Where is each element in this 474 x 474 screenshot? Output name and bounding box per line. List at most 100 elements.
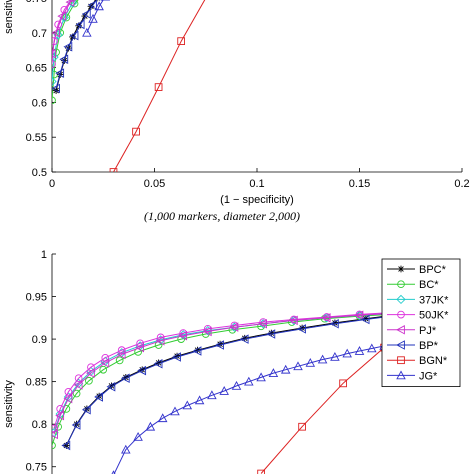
data-point <box>256 372 266 382</box>
series-bc <box>52 308 436 450</box>
series-bp <box>52 0 104 94</box>
data-point <box>194 395 205 405</box>
data-point <box>63 393 73 404</box>
data-point <box>64 387 73 396</box>
data-point <box>172 352 181 362</box>
data-point <box>339 379 347 388</box>
data-point <box>137 365 147 376</box>
data-point <box>298 324 306 332</box>
data-point <box>121 444 131 454</box>
data-point <box>267 329 275 337</box>
data-point <box>215 340 224 350</box>
data-point <box>100 358 110 368</box>
data-point <box>95 392 103 400</box>
data-point <box>120 373 130 383</box>
legend-marker <box>396 325 405 335</box>
data-point <box>297 324 306 334</box>
x-tick-label: 0.1 <box>249 178 264 190</box>
legend-label: 37JK* <box>419 294 449 306</box>
legend-item: PJ* <box>387 325 437 337</box>
x-tick-label: 0.2 <box>454 178 469 190</box>
y-tick-label: 0.95 <box>26 292 47 304</box>
data-point <box>170 406 180 416</box>
data-point <box>52 429 58 440</box>
data-point <box>182 400 193 410</box>
data-point <box>153 359 163 369</box>
data-point <box>109 168 118 172</box>
legend-item: 50JK* <box>387 310 449 322</box>
data-point <box>52 60 56 68</box>
data-point <box>244 376 254 386</box>
data-point <box>154 83 163 91</box>
series-line <box>52 0 74 54</box>
x-tick-label: 0.05 <box>144 178 165 190</box>
data-point <box>55 410 65 421</box>
y-tick-label: 0.9 <box>32 334 47 346</box>
data-point <box>52 48 56 59</box>
y-tick-label: 0.85 <box>26 377 47 389</box>
series-line <box>55 0 98 89</box>
x-axis-label: (1 − specificity) <box>220 194 294 206</box>
x-tick-label: 0.15 <box>349 178 370 190</box>
y-axis-label: sensitivity <box>3 380 15 428</box>
legend-marker <box>397 310 405 319</box>
data-point <box>69 0 76 2</box>
plot-area <box>52 307 440 474</box>
legend-label: BP* <box>419 340 439 352</box>
legend: BPC* BC* 37JK* 50JK* PJ* BP* BGN* JG* <box>381 258 461 387</box>
bottom-chart: 0.75 0.8 0.85 0.9 0.95 1 sensitivity <box>3 249 440 474</box>
data-point <box>331 319 339 327</box>
data-point <box>74 374 83 383</box>
legend-item: BC* <box>387 279 439 291</box>
data-point <box>268 368 279 377</box>
data-point <box>177 37 186 46</box>
data-point <box>367 343 377 353</box>
series-line <box>113 337 422 474</box>
series-37jk <box>52 307 436 438</box>
series-bgn <box>109 0 206 172</box>
data-point <box>219 386 229 395</box>
data-point <box>317 354 328 364</box>
data-point <box>81 9 91 19</box>
series-line <box>53 311 432 435</box>
data-point <box>59 54 69 65</box>
legend-label: JG* <box>419 370 438 382</box>
legend-marker <box>397 356 405 365</box>
data-point <box>258 319 267 329</box>
legend-marker <box>397 265 405 273</box>
y-tick-label: 1 <box>41 249 47 261</box>
legend-marker <box>396 370 406 380</box>
data-point <box>94 392 104 402</box>
y-tick-label: 0.65 <box>26 63 47 75</box>
data-point <box>86 368 95 378</box>
legend-item: BPC* <box>387 264 447 276</box>
data-point <box>88 0 97 10</box>
data-point <box>280 364 291 374</box>
legend-label: PJ* <box>419 325 437 337</box>
top-chart: 0.5 0.55 0.6 0.65 0.7 0.75 0 0.05 0.1 0.15 0.2 (1 −… <box>3 0 470 206</box>
data-point <box>178 330 188 341</box>
data-point <box>132 127 140 136</box>
legend-marker <box>397 280 405 289</box>
y-tick-label: 0.6 <box>32 97 47 109</box>
data-point <box>82 27 92 37</box>
y-tick-label: 0.75 <box>26 462 47 474</box>
data-point <box>138 366 146 374</box>
y-tick-label: 0.5 <box>32 167 47 179</box>
data-point <box>231 380 242 390</box>
legend-marker <box>396 340 405 350</box>
data-point <box>321 313 331 323</box>
data-point <box>329 319 339 329</box>
series-line <box>52 311 432 446</box>
data-point <box>216 340 224 348</box>
series-line <box>86 0 104 34</box>
data-point <box>75 19 85 30</box>
data-point <box>145 421 156 431</box>
data-point <box>94 1 104 11</box>
data-point <box>155 336 165 346</box>
series-37jk <box>52 0 78 87</box>
data-point <box>52 28 60 38</box>
legend-label: BC* <box>419 279 439 291</box>
data-point <box>70 0 79 8</box>
data-point <box>155 359 162 367</box>
